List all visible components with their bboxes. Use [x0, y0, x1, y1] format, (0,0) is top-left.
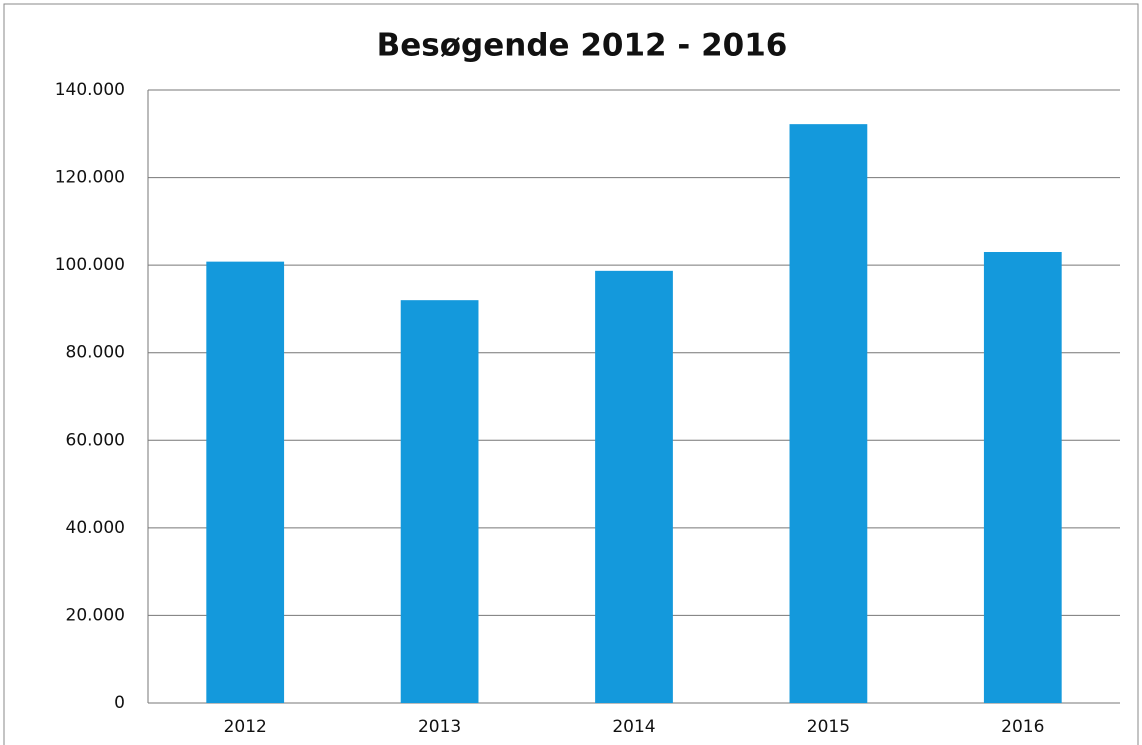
bar: [400, 300, 479, 703]
x-tick-label: 2014: [612, 717, 655, 737]
y-tick-label: 120.000: [55, 168, 125, 188]
y-tick-label: 40.000: [66, 518, 125, 538]
y-tick-label: 0: [114, 693, 125, 713]
bar: [789, 124, 868, 704]
chart-frame: [3, 3, 1139, 745]
y-tick-label: 80.000: [66, 343, 125, 363]
x-tick-label: 2013: [418, 717, 461, 737]
x-tick-label: 2016: [1001, 717, 1044, 737]
y-tick-label: 60.000: [66, 430, 125, 450]
bar: [983, 252, 1062, 703]
y-tick-label: 100.000: [55, 255, 125, 275]
x-tick-label: 2012: [224, 717, 267, 737]
x-tick-label: 2015: [807, 717, 850, 737]
chart-title: Besøgende 2012 - 2016: [377, 28, 788, 64]
y-tick-label: 140.000: [55, 80, 125, 100]
bar: [206, 261, 285, 703]
y-tick-label: 20.000: [66, 605, 125, 625]
bar: [595, 270, 673, 703]
